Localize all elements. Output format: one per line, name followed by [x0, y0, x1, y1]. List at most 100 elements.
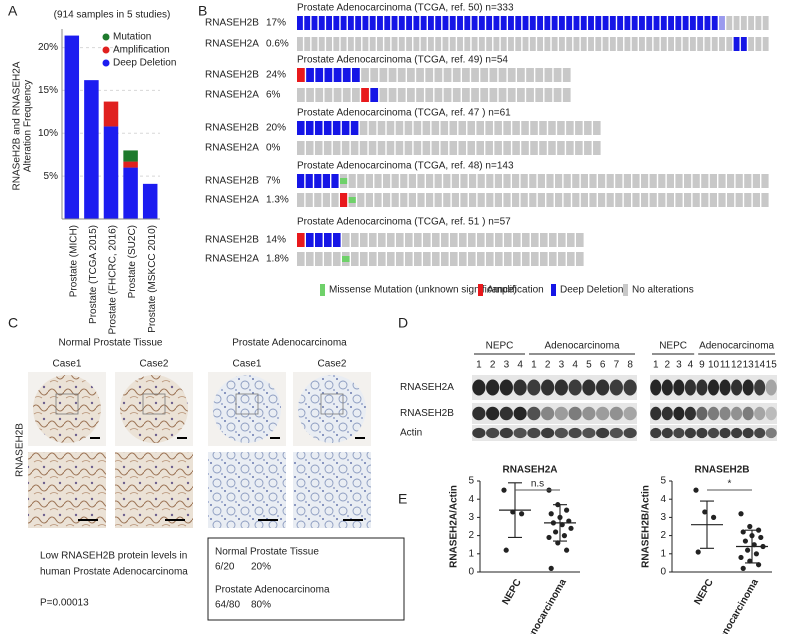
blot-band	[742, 427, 754, 439]
oncoprint-cell	[639, 16, 645, 30]
oncoprint-cell	[414, 252, 422, 266]
oncoprint-cell	[420, 37, 427, 51]
oncoprint-cell	[572, 174, 580, 188]
oncoprint-cell	[531, 233, 539, 247]
oncoprint-cell	[297, 252, 305, 266]
oncoprint-cell	[572, 193, 580, 207]
oncoprint-cell	[369, 252, 377, 266]
blot-band	[513, 427, 527, 439]
oncoprint-cell	[719, 37, 725, 51]
oncoprint-cell	[443, 88, 452, 102]
oncoprint-cell	[494, 174, 502, 188]
oncoprint-cell	[641, 193, 649, 207]
summary-percent: 80%	[251, 600, 271, 611]
oncoprint-cell	[761, 193, 769, 207]
oncoprint-cell	[624, 16, 631, 30]
oncoprint-cell	[413, 37, 420, 51]
oncoprint-cell	[362, 16, 369, 30]
oncoprint-cell	[494, 141, 502, 155]
blot-band	[609, 427, 623, 439]
oncoprint-cell	[471, 88, 479, 102]
oncoprint-cell	[489, 68, 498, 82]
oncoprint-cell	[416, 68, 424, 82]
oncoprint-cell	[305, 141, 314, 155]
oncoprint-cell	[388, 88, 397, 102]
oncoprint-cell	[323, 121, 332, 135]
oncoprint-cell	[340, 16, 347, 30]
oncoprint-cell	[486, 37, 493, 51]
oncoprint-cell	[365, 193, 373, 207]
oncoprint-cell	[452, 88, 461, 102]
oncoprint-cell	[368, 141, 377, 155]
legend-swatch	[551, 284, 556, 296]
oncoprint-cell	[548, 141, 556, 155]
oncoprint-cell	[314, 141, 323, 155]
oncoprint-cell	[689, 16, 696, 30]
oncoprint-cell	[391, 193, 399, 207]
oncoprint-cell	[464, 16, 471, 30]
blot-band	[707, 379, 720, 396]
oncoprint-cell	[529, 37, 536, 51]
blot-band	[650, 427, 662, 439]
oncoprint-cell	[315, 252, 323, 266]
oncoprint-cell	[340, 178, 348, 184]
x-tick-label: Prostate (MICH)	[68, 225, 79, 297]
oncoprint-cell	[748, 37, 755, 51]
group-label: NEPC	[659, 341, 687, 352]
blot-band	[582, 427, 596, 439]
oncoprint-cell	[434, 193, 442, 207]
oncoprint-cell	[425, 68, 434, 82]
legend-label: Missense Mutation (unknown significance)	[329, 285, 517, 296]
oncoprint-cell	[297, 88, 305, 102]
oncoprint-cell	[331, 174, 339, 188]
blot-band	[673, 427, 685, 439]
lane-label: 15	[766, 360, 778, 371]
oncoprint-cell	[348, 197, 356, 203]
blot-band	[742, 379, 754, 396]
oncoprint-cell	[397, 88, 406, 102]
oncoprint-cell	[546, 193, 554, 207]
oncoprint-cell	[520, 174, 528, 188]
gene-name: RNASEH2B	[205, 123, 259, 134]
oncoprint-cell	[544, 68, 553, 82]
oncoprint-cell	[553, 68, 562, 82]
oncoprint-cell	[504, 233, 512, 247]
oncoprint-cell	[517, 68, 525, 82]
oncoprint-cell	[609, 37, 616, 51]
oncoprint-cell	[396, 233, 404, 247]
blot-row-label: Actin	[400, 428, 422, 439]
blot-band	[623, 427, 637, 439]
oncoprint-cell	[347, 37, 354, 51]
blot-band	[541, 406, 555, 421]
gene-name: RNASEH2B	[205, 235, 259, 246]
blot-band	[673, 406, 685, 421]
y-tick-label: 0	[468, 567, 474, 578]
oncoprint-cell	[580, 37, 587, 51]
blot-band	[596, 379, 610, 396]
group-title: Normal Prostate Tissue	[59, 338, 163, 349]
oncoprint-cell	[434, 88, 443, 102]
oncoprint-cell	[306, 252, 314, 266]
oncoprint-cell	[507, 68, 516, 82]
oncoprint-cell	[653, 16, 660, 30]
study-title: Prostate Adenocarcinoma (TCGA, ref. 48) …	[297, 161, 514, 172]
blot-band	[707, 427, 720, 439]
blot-band	[541, 427, 555, 439]
oncoprint-cell	[341, 141, 350, 155]
gene-name: RNASEH2A	[205, 143, 259, 154]
oncoprint-cell	[557, 121, 565, 135]
data-point	[702, 509, 708, 515]
oncoprint-cell	[508, 16, 514, 30]
y-tick-label: 3	[468, 512, 474, 523]
oncoprint-cell	[386, 141, 395, 155]
blot-band	[541, 379, 555, 396]
summary-count: 6/20	[215, 562, 235, 573]
blot-band	[765, 406, 777, 421]
oncoprint-cell	[451, 174, 459, 188]
oncoprint-cell	[351, 252, 359, 266]
oncoprint-cell	[508, 37, 514, 51]
oncoprint-cell	[407, 68, 415, 82]
oncoprint-cell	[666, 174, 674, 188]
